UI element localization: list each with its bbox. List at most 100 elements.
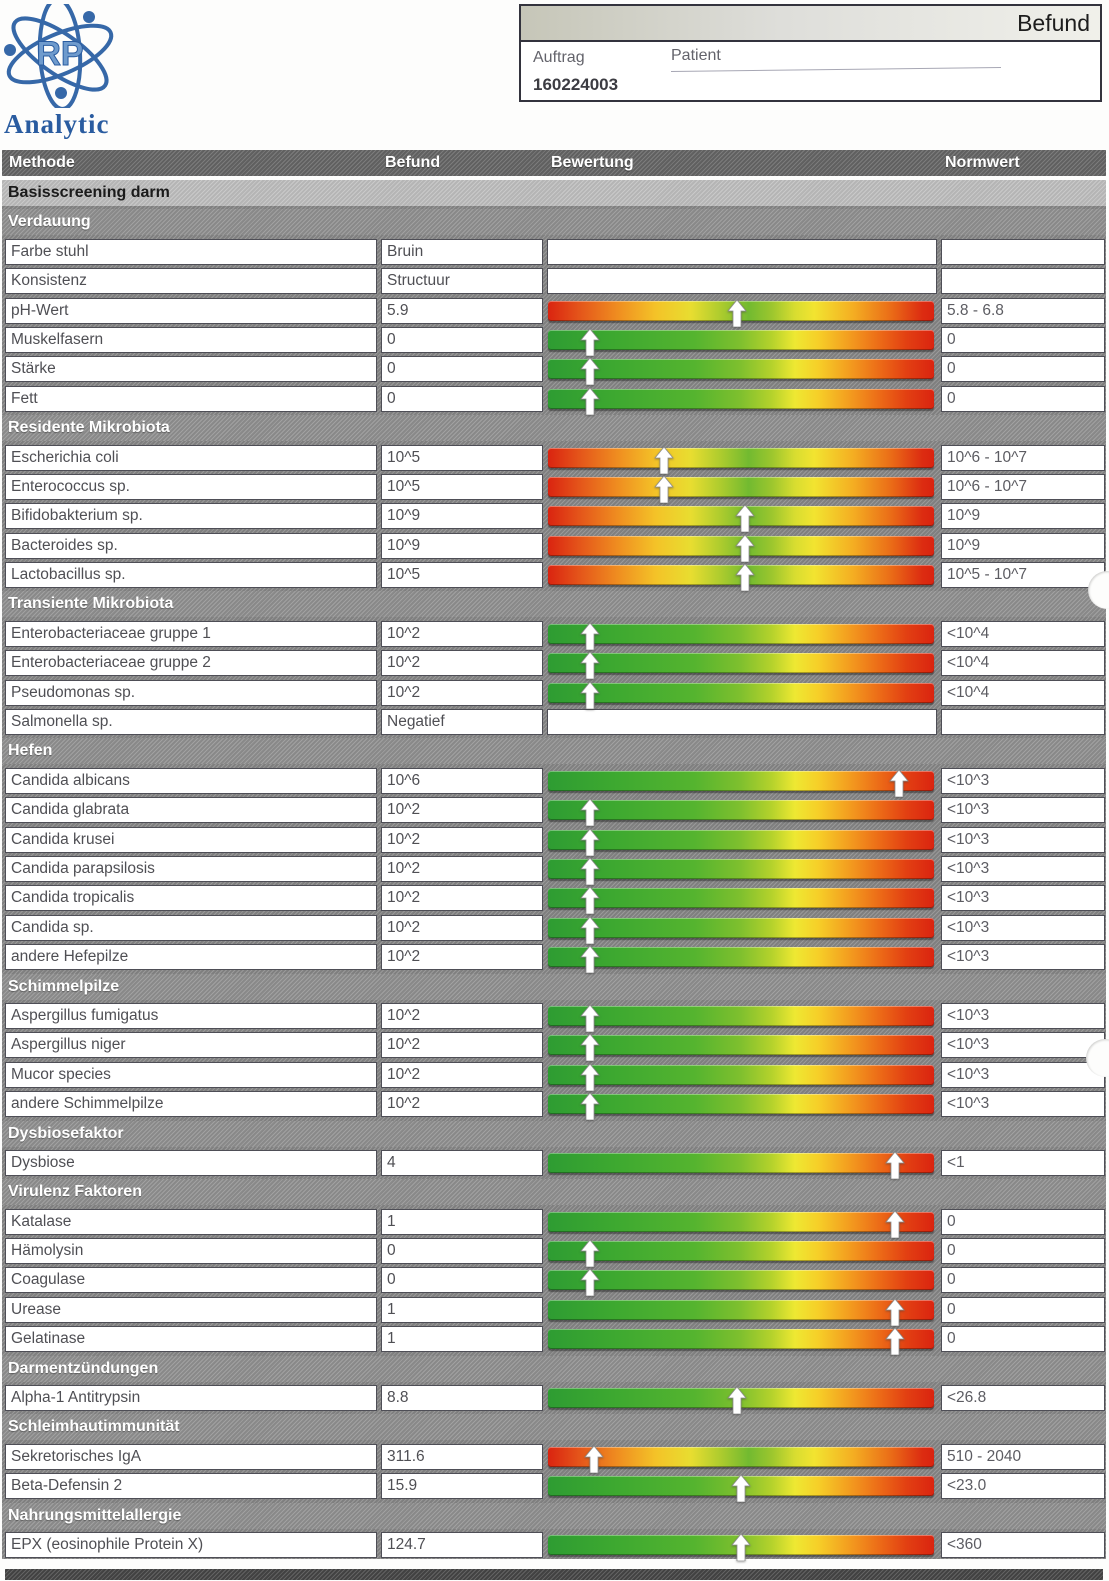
report-header-box: Befund Auftrag Patient 160224003 [519, 4, 1102, 102]
level-arrow-icon [580, 799, 601, 827]
method-cell: Sekretorisches IgA [5, 1443, 377, 1470]
table-row: Sekretorisches IgA 311.6 510 - 2040 [2, 1443, 1106, 1473]
rating-gradient-rise [548, 652, 934, 680]
report-title: Befund [1017, 9, 1090, 36]
norm-cell: <10^3 [941, 826, 1105, 853]
method-cell: Aspergillus fumigatus [5, 1002, 377, 1029]
rating-empty-cell [547, 238, 937, 265]
rating-gradient-rise [548, 946, 934, 974]
table-row: Konsistenz Structuur [2, 268, 1106, 295]
rating-gradient-rise [548, 916, 934, 944]
level-arrow-icon [580, 916, 601, 944]
norm-cell: <23.0 [941, 1473, 1105, 1500]
table-row: Dysbiose 4 <1 [2, 1149, 1106, 1179]
table-column-header: Methode Befund Bewertung Normwert [2, 150, 1106, 176]
norm-cell: <360 [941, 1531, 1105, 1558]
value-cell: 10^2 [381, 650, 543, 677]
value-cell: 10^2 [381, 1032, 543, 1059]
rating-gradient-rise [548, 857, 934, 885]
rating-bar-cell [547, 1473, 937, 1503]
norm-cell: 510 - 2040 [941, 1443, 1105, 1470]
norm-cell: 0 [941, 1208, 1105, 1235]
method-cell: Escherichia coli [5, 444, 377, 471]
rating-gradient-rise [548, 1034, 934, 1062]
section-header: Residente Mikrobiota [2, 415, 1106, 442]
rating-bar-cell [547, 356, 937, 386]
norm-cell: <10^4 [941, 679, 1105, 706]
column-bewertung: Bewertung [551, 154, 634, 171]
method-cell: Aspergillus niger [5, 1032, 377, 1059]
atom-logo-icon: RP [4, 0, 114, 111]
auftrag-label: Auftrag [533, 49, 585, 66]
rating-bar-cell [547, 1297, 937, 1326]
method-cell: Stärke [5, 356, 377, 383]
level-arrow-icon [584, 1445, 605, 1473]
value-cell: 10^5 [381, 473, 543, 500]
table-row: Candida sp. 10^2 <10^3 [2, 914, 1106, 944]
method-cell: EPX (eosinophile Protein X) [5, 1531, 377, 1558]
rating-gradient-rise [548, 1269, 934, 1297]
punch-hole [1086, 1039, 1109, 1077]
value-cell: 10^2 [381, 944, 543, 971]
rating-gradient-rise [548, 1475, 934, 1503]
rating-bar-cell [547, 1238, 937, 1268]
norm-cell: <26.8 [941, 1385, 1105, 1412]
level-arrow-icon [580, 1063, 601, 1091]
analytic-logo: RP Analytic [2, 0, 182, 140]
rating-gradient-rise [548, 1533, 934, 1561]
level-arrow-icon [885, 1298, 906, 1326]
norm-cell: 5.8 - 6.8 [941, 297, 1105, 324]
rating-gradient-rise [548, 828, 934, 856]
rating-bar-cell [547, 827, 937, 856]
norm-cell: 0 [941, 385, 1105, 412]
rating-bar-cell [547, 768, 937, 797]
level-arrow-icon [731, 1475, 751, 1503]
table-row: Fett 0 0 [2, 385, 1106, 415]
method-cell: Candida parapsilosis [5, 855, 377, 882]
level-arrow-icon [653, 475, 674, 503]
value-cell: 10^2 [381, 826, 543, 853]
method-cell: Alpha-1 Antitrypsin [5, 1385, 377, 1412]
table-row: Escherichia coli 10^5 10^6 - 10^7 [2, 444, 1106, 474]
method-cell: Lactobacillus sp. [5, 562, 377, 589]
norm-cell: <10^4 [941, 620, 1105, 647]
column-methode: Methode [9, 154, 75, 171]
rating-gradient-rise [548, 681, 934, 709]
value-cell: 1 [381, 1208, 543, 1235]
method-cell: pH-Wert [5, 297, 377, 324]
level-arrow-icon [653, 446, 674, 474]
norm-cell: 10^6 - 10^7 [941, 473, 1105, 500]
rating-bar-cell [547, 474, 937, 503]
level-arrow-icon [580, 946, 601, 974]
rating-gradient-rise [548, 887, 934, 915]
value-cell: Bruin [381, 238, 543, 265]
rating-gradient-rise [548, 1151, 934, 1179]
norm-cell: 0 [941, 356, 1105, 383]
method-cell: Farbe stuhl [5, 238, 377, 265]
value-cell: 15.9 [381, 1473, 543, 1500]
value-cell: 10^2 [381, 1002, 543, 1029]
table-row: Candida parapsilosis 10^2 <10^3 [2, 855, 1106, 885]
table-row: Pseudomonas sp. 10^2 <10^4 [2, 679, 1106, 709]
norm-cell: <10^3 [941, 797, 1105, 824]
level-arrow-icon [889, 769, 910, 797]
norm-cell: <10^3 [941, 1032, 1105, 1059]
value-cell: 10^5 [381, 444, 543, 471]
level-arrow-icon [885, 1151, 906, 1179]
value-cell: 10^2 [381, 797, 543, 824]
norm-cell: <10^3 [941, 1091, 1105, 1118]
value-cell: 124.7 [381, 1531, 543, 1558]
table-row: Enterobacteriaceae gruppe 2 10^2 <10^4 [2, 650, 1106, 680]
method-cell: Candida sp. [5, 914, 377, 941]
value-cell: 0 [381, 1238, 543, 1265]
level-arrow-icon [731, 1533, 751, 1561]
norm-cell: <1 [941, 1149, 1105, 1176]
rating-bar-cell [547, 1385, 937, 1415]
level-arrow-icon [885, 1328, 906, 1356]
level-arrow-icon [580, 1004, 601, 1032]
rating-empty-cell [547, 268, 937, 295]
method-cell: Muskelfasern [5, 326, 377, 353]
report-header-fields: Auftrag Patient 160224003 [521, 42, 1100, 100]
method-cell: andere Hefepilze [5, 944, 377, 971]
rating-bar-cell [547, 1032, 937, 1062]
